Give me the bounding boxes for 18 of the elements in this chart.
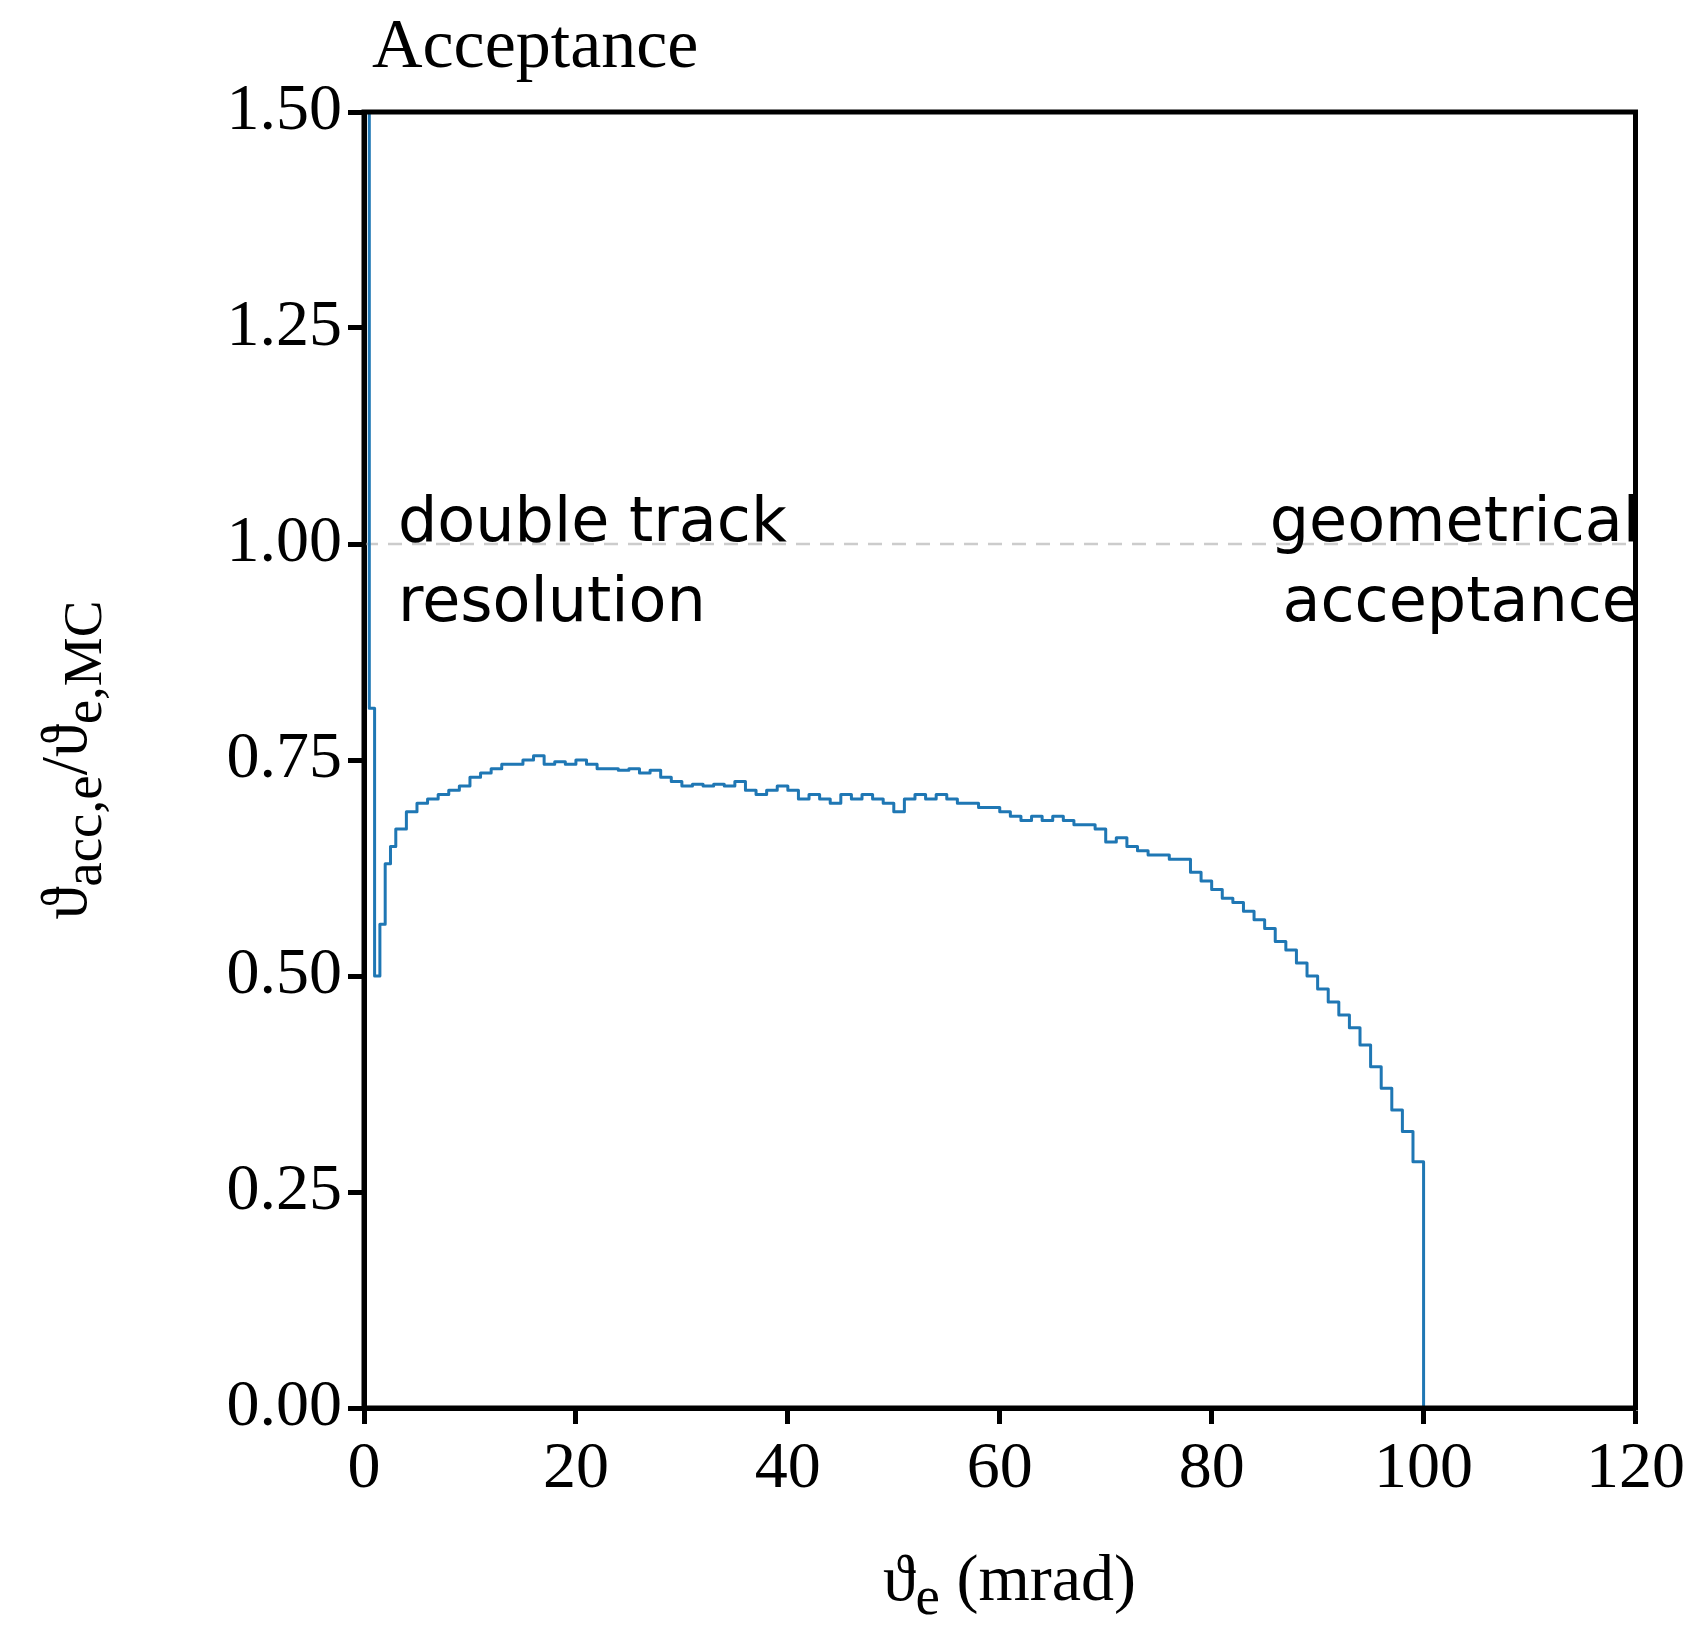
x-axis-title: ϑ$_{e}$ (mrad) — [882, 1540, 1137, 1628]
y-tick-label: 1.50 — [226, 70, 342, 144]
y-tick-label: 1.25 — [226, 286, 342, 360]
y-tick-label: 0.25 — [226, 1150, 342, 1224]
x-tick-label: 80 — [1178, 1427, 1245, 1501]
y-tick-label: 1.00 — [226, 502, 342, 576]
annotation: geometrical acceptance — [1269, 482, 1640, 638]
y-tick-label: 0.00 — [226, 1366, 342, 1440]
x-tick-label: 20 — [542, 1427, 609, 1501]
x-tick-label: 0 — [347, 1427, 381, 1501]
annotation: double track resolution — [398, 482, 787, 638]
y-tick-label: 0.50 — [226, 934, 342, 1008]
x-tick-label: 40 — [754, 1427, 821, 1501]
x-tick-label: 100 — [1374, 1427, 1474, 1501]
chart-title: Acceptance — [372, 4, 699, 84]
x-tick-label: 120 — [1586, 1427, 1685, 1501]
y-tick-label: 0.75 — [226, 718, 342, 792]
x-tick-label: 60 — [966, 1427, 1033, 1501]
